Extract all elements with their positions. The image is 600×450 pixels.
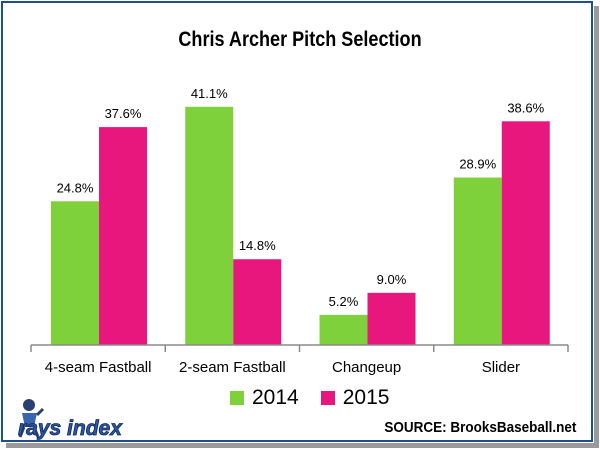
data-label: 9.0% [377, 272, 407, 287]
frame-shadow-bottom [6, 443, 599, 448]
x-ticks-group [30, 345, 569, 352]
legend-label-2014: 2014 [252, 386, 299, 409]
data-label: 38.6% [507, 100, 544, 115]
legend-label-2015: 2015 [342, 386, 390, 409]
bar-2015-2-seam-fastball [233, 259, 282, 345]
bars-group [51, 106, 550, 345]
bar-2014-2-seam-fastball [185, 106, 234, 345]
logo-wordmark: rays index [18, 417, 123, 440]
mascot-legs [18, 426, 40, 438]
bar-2015-slider [501, 121, 550, 345]
legend-item-2014: 2014 [230, 386, 299, 410]
legend-swatch-2014 [230, 391, 244, 405]
x-tick-label: 2-seam Fastball [179, 359, 286, 376]
data-label: 14.8% [239, 238, 276, 253]
rays-index-mascot-logo: rays index [18, 399, 124, 440]
x-labels-group: 4-seam Fastball 2-seam Fastball Changeup Sl… [45, 359, 520, 376]
source-credit: SOURCE: BrooksBaseball.net [383, 419, 576, 436]
data-label: 28.9% [459, 157, 496, 172]
legend: 2014 2015 [230, 386, 411, 410]
mascot-body [22, 413, 37, 427]
x-tick-label: Changeup [332, 359, 401, 376]
bar-2014-4-seam-fastball [51, 201, 99, 345]
mascot-arm [35, 407, 45, 417]
value-labels-group: 24.8% 37.6% 41.1% 14.8% 5.2% 9.0% 28.9% 38.6% [57, 86, 545, 309]
x-tick-label: 4-seam Fastball [45, 359, 152, 376]
x-tick-label: Slider [482, 359, 520, 376]
bar-2014-changeup [319, 314, 368, 345]
legend-swatch-2015 [320, 391, 335, 405]
data-label: 5.2% [329, 294, 359, 309]
frame-shadow-right [594, 6, 599, 445]
bar-2015-4-seam-fastball [99, 127, 147, 345]
chart-title: Chris Archer Pitch Selection [178, 28, 422, 51]
mascot-head [23, 399, 35, 411]
data-label: 37.6% [105, 106, 142, 121]
data-label: 24.8% [57, 180, 94, 195]
bar-2015-changeup [367, 292, 416, 345]
data-label: 41.1% [191, 86, 228, 101]
bar-2014-slider [453, 177, 502, 345]
legend-item-2015: 2015 [320, 386, 390, 410]
